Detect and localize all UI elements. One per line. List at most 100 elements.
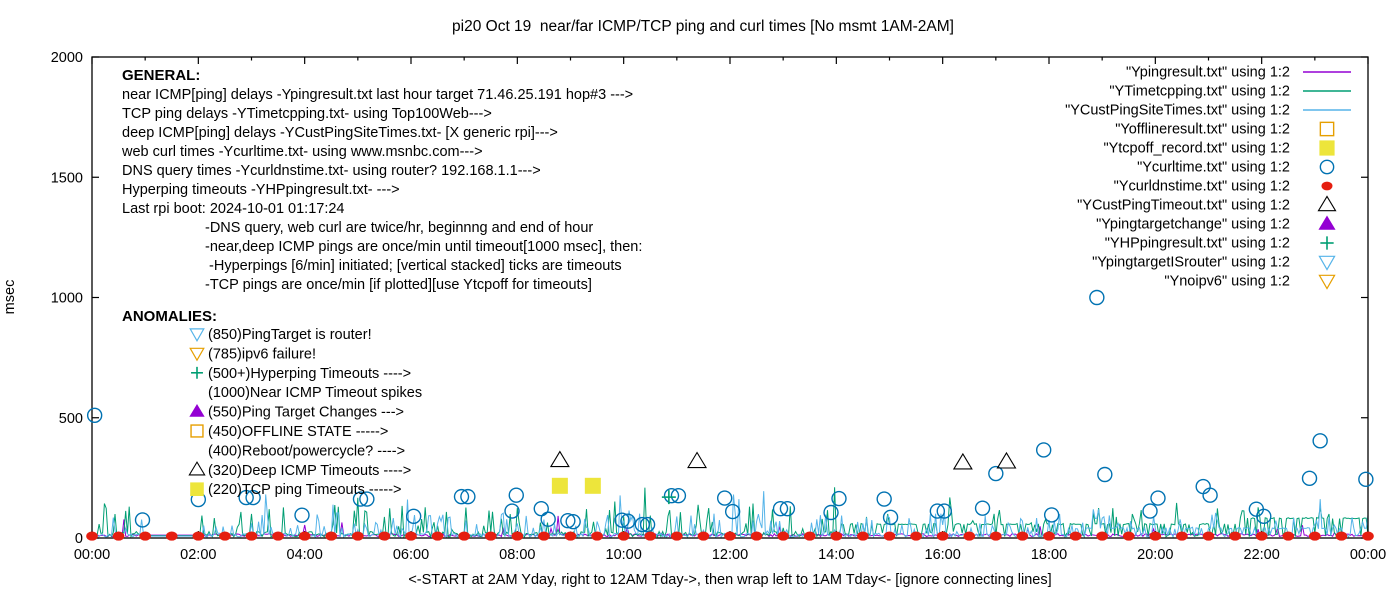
data-point-Ycurldnstime (750, 531, 763, 541)
data-point-Ycurltime (974, 500, 991, 516)
data-point-Ycurltime (823, 504, 839, 521)
general-note: -near,deep ICMP pings are once/min until… (205, 239, 642, 255)
anomaly-label: (320)Deep ICMP Timeouts ----> (208, 463, 411, 479)
data-point-Ycurltime (238, 489, 254, 506)
x-tick-label: 14:00 (818, 547, 854, 563)
data-point-YCustPingTimeout (952, 452, 973, 470)
data-point-Ycurldnstime (1122, 531, 1135, 541)
data-point-Ycurltime (1301, 470, 1318, 487)
anomaly-item: (785)ipv6 failure! (189, 346, 316, 362)
annotations: GENERAL: ANOMALIES: near ICMP[ping] dela… (121, 67, 642, 498)
tri-down-open-icon (189, 328, 205, 343)
data-point-Ycurldnstime (192, 531, 205, 541)
marker-layer (86, 289, 1374, 541)
legend-item-3: "YCustPingSiteTimes.txt" using 1:2 (1065, 103, 1351, 119)
data-point-Ycurldnstime (936, 531, 949, 541)
data-point-Ycurltime (504, 503, 520, 519)
data-point-Ycurldnstime (1282, 531, 1295, 541)
square-open-icon (190, 424, 204, 438)
data-point-Ycurldnstime (1096, 531, 1108, 541)
data-point-Ycurltime (1035, 442, 1052, 458)
legend-label: "Ytcpoff_record.txt" using 1:2 (1103, 141, 1290, 157)
data-point-Ycurltime (1043, 507, 1060, 523)
data-point-Ycurltime (634, 516, 650, 533)
data-point-Ycurltime (882, 509, 899, 526)
data-point-Ycurldnstime (857, 531, 869, 541)
legend-item-11: "YpingtargetISrouter" using 1:2 (1092, 255, 1336, 271)
anomaly-item: (850)PingTarget is router! (189, 327, 372, 343)
data-point-Ycurldnstime (538, 531, 550, 541)
data-point-Ycurltime (1097, 466, 1113, 483)
legend-item-12: "Ynoipv6" using 1:2 (1164, 274, 1336, 290)
x-tick-label: 06:00 (393, 547, 429, 563)
y-tick-label: 1500 (51, 170, 83, 186)
data-point-Ytcpoff_record (551, 477, 568, 494)
data-point-Ycurldnstime (139, 531, 151, 541)
data-point-Ycurldnstime (564, 531, 577, 541)
data-point-YCustPingTimeout (687, 451, 708, 469)
axes-frame: 00:00 02:00 04:00 06:00 08:00 10:00 12:00 14:00… (51, 50, 1386, 563)
data-point-Ycurltime (1202, 487, 1218, 503)
legend-label: "YTimetcpping.txt" using 1:2 (1109, 84, 1290, 100)
legend-label: "Ypingtargetchange" using 1:2 (1096, 217, 1290, 233)
data-point-Ycurltime (508, 487, 524, 503)
data-point-Ycurltime (1150, 490, 1166, 506)
legend-label: "YHPpingresult.txt" using 1:2 (1105, 236, 1290, 252)
data-point-Ycurldnstime (1335, 531, 1348, 541)
legend-marker-tri-down-open (1318, 255, 1336, 271)
data-point-Ycurldnstime (298, 531, 311, 541)
data-point-Ycurltime (929, 503, 946, 519)
square-filled-icon (190, 482, 204, 496)
data-point-Ycurldnstime (352, 531, 364, 541)
legend-item-1: "Ypingresult.txt" using 1:2 (1126, 65, 1351, 81)
legend-item-2: "YTimetcpping.txt" using 1:2 (1109, 84, 1351, 100)
tri-down-open-icon (189, 347, 205, 362)
anomaly-label: (550)Ping Target Changes ---> (208, 405, 404, 421)
legend-label: "Yofflineresult.txt" using 1:2 (1115, 122, 1290, 138)
data-point-Ycurldnstime (963, 531, 976, 541)
general-line: web curl times -Ycurltime.txt- using www… (121, 144, 483, 160)
legend-marker-tri-up-open (1317, 195, 1337, 212)
data-point-Ycurltime (86, 407, 103, 424)
data-point-Ycurldnstime (910, 531, 922, 541)
data-point-Ycurldnstime (697, 531, 710, 541)
data-point-Ycurltime (716, 490, 733, 506)
data-point-Ycurldnstime (219, 531, 231, 541)
data-point-Ycurldnstime (990, 531, 1002, 541)
anomaly-label: (1000)Near ICMP Timeout spikes (208, 385, 422, 401)
data-point-Ycurltime (533, 500, 549, 517)
y-tick-label: 2000 (51, 50, 83, 66)
legend-marker-square-filled (1319, 140, 1335, 156)
legend-marker-tri-up-filled (1318, 215, 1336, 230)
data-point-Ycurldnstime (1255, 531, 1268, 541)
anomaly-item: (1000)Near ICMP Timeout spikes (208, 385, 422, 401)
legend: "Ypingresult.txt" using 1:2 "YTimetcpping… (1065, 65, 1351, 290)
anomaly-label: (500+)Hyperping Timeouts ----> (208, 366, 411, 382)
legend-label: "Ycurldnstime.txt" using 1:2 (1114, 179, 1290, 195)
data-point-Ycurltime (639, 516, 656, 533)
data-point-Ycurldnstime (1069, 531, 1082, 541)
data-point-Ycurltime (779, 500, 796, 517)
data-point-Ycurldnstime (724, 531, 736, 541)
legend-marker-square-open (1319, 121, 1335, 137)
data-point-Ycurldnstime (458, 531, 470, 541)
legend-label: "Ycurltime.txt" using 1:2 (1137, 160, 1290, 176)
data-point-Ycurltime (1089, 289, 1105, 306)
legend-label: "Ynoipv6" using 1:2 (1164, 274, 1290, 290)
data-point-Ycurldnstime (803, 531, 816, 541)
data-point-Ytcpoff_record (584, 477, 601, 494)
data-point-Ycurltime (772, 500, 789, 517)
general-line: TCP ping delays -YTimetcpping.txt- using… (122, 106, 492, 122)
data-point-Ycurltime (565, 513, 581, 530)
y-tick-label: 0 (75, 531, 83, 547)
data-point-Ycurldnstime (1309, 531, 1321, 541)
data-point-Ycurltime (453, 488, 470, 505)
data-point-Ycurldnstime (325, 531, 338, 541)
x-axis-note: <-START at 2AM Yday, right to 12AM Tday-… (408, 572, 1051, 588)
general-note: -DNS query, web curl are twice/hr, begin… (205, 220, 593, 236)
general-line: near ICMP[ping] delays -Ypingresult.txt … (122, 87, 633, 103)
data-point-Ycurltime (405, 508, 422, 525)
general-note: -TCP pings are once/min [if plotted][use… (205, 277, 592, 293)
x-tick-label: 10:00 (606, 547, 642, 563)
x-tick-label: 16:00 (925, 547, 961, 563)
